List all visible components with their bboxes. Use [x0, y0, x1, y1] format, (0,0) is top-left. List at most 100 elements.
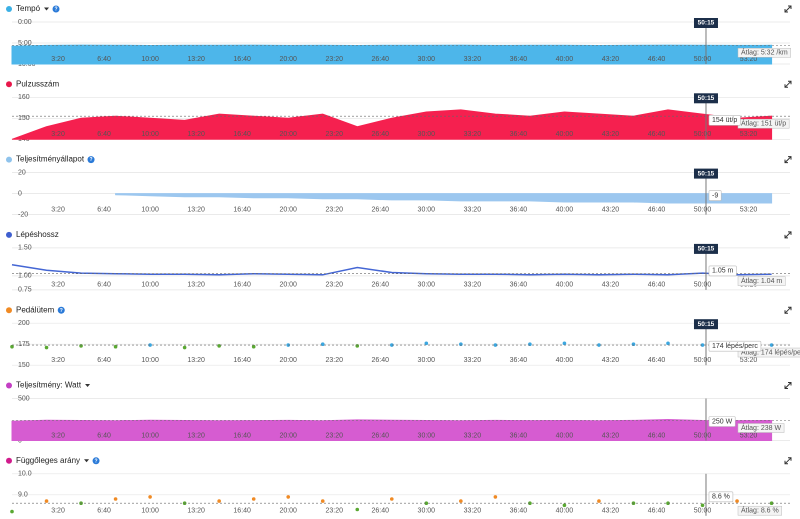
expand-icon[interactable]	[784, 231, 792, 239]
point	[735, 499, 739, 503]
x-tick-label: 50:00	[694, 508, 712, 515]
cursor-box	[693, 18, 718, 28]
y-tick-label: 1.50	[18, 245, 32, 252]
dropdown-caret[interactable]	[85, 384, 91, 387]
chart-title: Függőleges arány	[16, 456, 80, 465]
point	[769, 343, 774, 347]
help-icon[interactable]	[52, 5, 60, 13]
point	[355, 507, 360, 512]
help-icon[interactable]	[57, 306, 65, 314]
x-tick-label: 36:40	[510, 508, 528, 515]
x-tick-label: 33:20	[464, 131, 482, 138]
cursor-box	[693, 243, 718, 254]
x-tick-label: 13:20	[187, 282, 205, 289]
x-tick-label: 23:20	[325, 206, 343, 213]
y-tick-label: 160	[18, 94, 30, 101]
point	[320, 342, 325, 347]
x-tick-label: 46:40	[648, 131, 666, 138]
x-tick-label: 3:20	[51, 432, 65, 439]
average-bg	[737, 347, 800, 358]
x-tick-label: 50:00	[694, 282, 712, 289]
y-tick-label: 5:00	[18, 40, 32, 47]
tooltip-bg	[708, 265, 737, 277]
x-tick-label: 36:40	[510, 206, 528, 213]
x-tick-label: 43:20	[602, 508, 620, 515]
cursor-label: 50:15	[698, 246, 715, 253]
average-label: Átlag: 8.6 %	[741, 506, 779, 515]
x-tick-label: 13:20	[187, 357, 205, 364]
y-tick-label: 10.0	[18, 471, 32, 478]
x-tick-label: 10:00	[141, 282, 159, 289]
expand-icon[interactable]	[784, 5, 792, 13]
expand-icon[interactable]	[784, 156, 792, 164]
line	[11, 263, 772, 276]
help-glyph: ?	[60, 308, 63, 314]
expand-icon[interactable]	[784, 382, 792, 389]
average-box: Átlag: 174 lépés/perc	[737, 347, 800, 358]
y-tick-label: 200	[18, 320, 30, 327]
point	[424, 341, 429, 346]
average-box: Átlag: 8.6 %	[737, 506, 782, 516]
title-dot	[6, 457, 12, 464]
chart-title: Tempó	[16, 4, 41, 13]
x-tick-label: 3:20	[51, 56, 65, 63]
y-tick-label: 0:00	[18, 19, 32, 26]
x-tick-label: 16:40	[233, 206, 251, 213]
average-label: Átlag: 174 lépés/perc	[741, 347, 800, 356]
area-fill	[115, 193, 773, 204]
x-tick-label: 20:00	[279, 56, 297, 63]
x-tick-label: 30:00	[418, 131, 436, 138]
tooltip-label: 250 W	[712, 418, 733, 425]
expand-icon[interactable]	[784, 457, 792, 465]
y-tick-label: 9.0	[18, 492, 28, 499]
title-dot	[6, 231, 12, 238]
x-tick-label: 36:40	[510, 432, 528, 439]
x-tick-label: 50:00	[694, 357, 712, 364]
help-icon[interactable]	[87, 156, 95, 164]
x-tick-label: 40:00	[556, 282, 574, 289]
x-tick-label: 50:00	[694, 56, 712, 63]
average-box: Átlag: 238 W	[737, 423, 785, 433]
average-label: Átlag: 1.04 m	[741, 276, 782, 285]
point	[182, 345, 187, 350]
average-bg	[737, 47, 791, 58]
expand-icon[interactable]	[784, 306, 792, 314]
point	[113, 497, 118, 501]
title-dot	[6, 6, 12, 12]
x-tick-label: 33:20	[464, 206, 482, 213]
title-dot	[6, 81, 12, 88]
x-tick-label: 6:40	[97, 282, 111, 289]
x-tick-label: 16:40	[233, 432, 251, 439]
dropdown-caret[interactable]	[44, 7, 50, 11]
point	[113, 344, 118, 349]
dropdown-caret[interactable]	[84, 459, 90, 463]
x-tick-label: 33:20	[464, 282, 482, 289]
help-icon[interactable]	[92, 457, 100, 465]
x-tick-label: 13:20	[187, 508, 205, 515]
x-tick-label: 3:20	[51, 206, 65, 213]
x-tick-label: 33:20	[464, 508, 482, 515]
x-tick-label: 50:00	[694, 206, 712, 213]
tooltip-label: 154 üt/p	[712, 117, 737, 124]
x-tick-label: 33:20	[464, 357, 482, 364]
x-tick-label: 30:00	[418, 432, 436, 439]
x-tick-label: 36:40	[510, 357, 528, 364]
x-tick-label: 30:00	[418, 508, 436, 515]
point	[251, 497, 256, 501]
expand-icon[interactable]	[784, 80, 792, 88]
point	[700, 343, 705, 347]
chart-title: Pulzusszám	[16, 79, 59, 88]
x-tick-label: 6:40	[97, 131, 111, 138]
x-tick-label: 20:00	[279, 282, 297, 289]
x-tick-label: 13:20	[187, 432, 205, 439]
area-fill	[11, 109, 773, 140]
cursor-box	[693, 319, 718, 330]
x-tick-label: 53:20	[740, 131, 758, 138]
tooltip-label: 1.05 m	[712, 268, 734, 275]
x-tick-label: 36:40	[510, 56, 528, 63]
cursor-label: 50:15	[698, 321, 715, 328]
cursor-box	[693, 168, 718, 179]
area-fill	[11, 44, 773, 65]
point	[251, 344, 256, 349]
x-tick-label: 16:40	[233, 56, 251, 63]
